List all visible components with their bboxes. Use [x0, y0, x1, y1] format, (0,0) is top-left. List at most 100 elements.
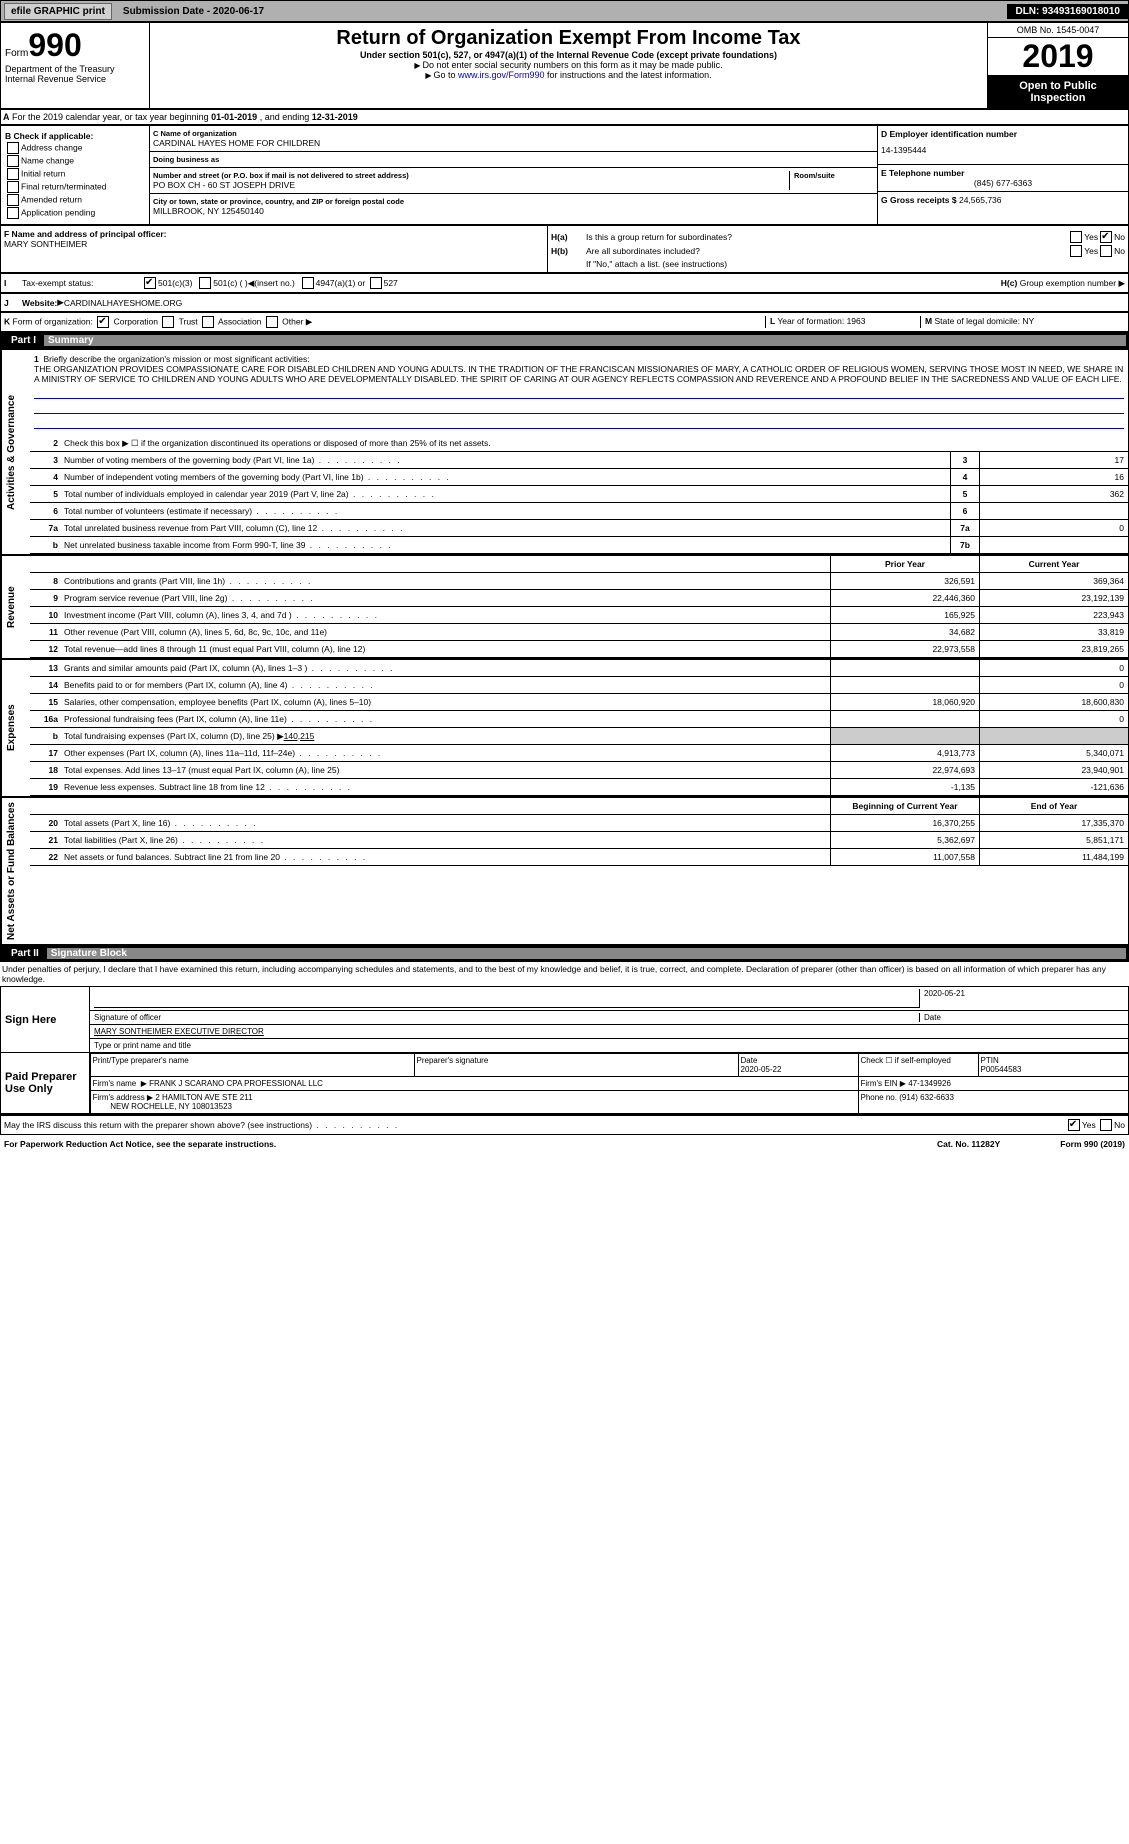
part2-header: Part IISignature Block [0, 945, 1129, 962]
org-name: CARDINAL HAYES HOME FOR CHILDREN [153, 138, 874, 148]
row-f-h: F Name and address of principal officer:… [0, 225, 1129, 273]
hb-yes[interactable] [1070, 245, 1082, 257]
submission-date-label: Submission Date - 2020-06-17 [123, 6, 264, 17]
l20-cy: 17,335,370 [979, 815, 1128, 831]
discuss-no[interactable] [1100, 1119, 1112, 1131]
l21-cy: 5,851,171 [979, 832, 1128, 848]
l22-py: 11,007,558 [830, 849, 979, 865]
cb-501c3[interactable] [144, 277, 156, 289]
line5-val: 362 [979, 486, 1128, 502]
col-b: B Check if applicable: Address change Na… [1, 126, 150, 224]
cb-other[interactable] [266, 316, 278, 328]
l19-cy: -121,636 [979, 779, 1128, 795]
officer-printed: MARY SONTHEIMER EXECUTIVE DIRECTOR [94, 1027, 264, 1036]
firm-name: FRANK J SCARANO CPA PROFESSIONAL LLC [149, 1079, 323, 1088]
summary-expenses: Expenses 13Grants and similar amounts pa… [0, 659, 1129, 797]
signature-block: Sign Here 2020-05-21 Signature of office… [0, 986, 1129, 1115]
l16a-py [830, 711, 979, 727]
vert-exp: Expenses [1, 660, 30, 796]
hb-no[interactable] [1100, 245, 1112, 257]
line7b-val [979, 537, 1128, 553]
l14-cy: 0 [979, 677, 1128, 693]
ssn-note: Do not enter social security numbers on … [154, 60, 983, 70]
cb-pending[interactable] [7, 207, 19, 219]
vert-ag: Activities & Governance [1, 350, 30, 554]
cb-assoc[interactable] [202, 316, 214, 328]
ptin: P00544583 [981, 1065, 1022, 1074]
sig-date: 2020-05-21 [919, 989, 1124, 1008]
l8-cy: 369,364 [979, 573, 1128, 589]
cb-corp[interactable] [97, 316, 109, 328]
l16b-val: 140,215 [284, 731, 315, 741]
l12-cy: 23,819,265 [979, 641, 1128, 657]
omb-number: OMB No. 1545-0047 [988, 23, 1128, 38]
cb-501c[interactable] [199, 277, 211, 289]
form-number: 990 [28, 27, 81, 63]
discuss-row: May the IRS discuss this return with the… [0, 1115, 1129, 1135]
form-header: Form990 Department of the Treasury Inter… [0, 22, 1129, 109]
ha-yes[interactable] [1070, 231, 1082, 243]
l10-cy: 223,943 [979, 607, 1128, 623]
l16a-cy: 0 [979, 711, 1128, 727]
vert-na: Net Assets or Fund Balances [1, 798, 30, 944]
efile-print-button[interactable]: efile GRAPHIC print [4, 3, 112, 20]
discuss-yes[interactable] [1068, 1119, 1080, 1131]
l20-py: 16,370,255 [830, 815, 979, 831]
city-state-zip: MILLBROOK, NY 125450140 [153, 206, 874, 216]
officer-name: MARY SONTHEIMER [4, 239, 544, 249]
l11-cy: 33,819 [979, 624, 1128, 640]
l9-py: 22,446,360 [830, 590, 979, 606]
l19-py: -1,135 [830, 779, 979, 795]
cb-initial[interactable] [7, 168, 19, 180]
cb-name[interactable] [7, 155, 19, 167]
l13-cy: 0 [979, 660, 1128, 676]
row-k: K Form of organization: Corporation Trus… [0, 312, 1129, 332]
ha-no[interactable] [1100, 231, 1112, 243]
cb-address[interactable] [7, 142, 19, 154]
cb-527[interactable] [370, 277, 382, 289]
street: PO BOX CH - 60 ST JOSEPH DRIVE [153, 180, 789, 190]
form-title: Return of Organization Exempt From Incom… [154, 27, 983, 50]
l11-py: 34,682 [830, 624, 979, 640]
l12-py: 22,973,558 [830, 641, 979, 657]
sign-here-label: Sign Here [1, 987, 89, 1052]
section-b-g: B Check if applicable: Address change Na… [0, 125, 1129, 225]
page-footer: For Paperwork Reduction Act Notice, see … [0, 1135, 1129, 1153]
row-i: I Tax-exempt status: 501(c)(3) 501(c) ( … [0, 273, 1129, 293]
phone: (845) 677-6363 [881, 178, 1125, 188]
l18-cy: 23,940,901 [979, 762, 1128, 778]
col-c: C Name of organizationCARDINAL HAYES HOM… [150, 126, 877, 224]
goto-note: Go to www.irs.gov/Form990 for instructio… [154, 70, 983, 80]
l10-py: 165,925 [830, 607, 979, 623]
vert-rev: Revenue [1, 556, 30, 658]
l22-cy: 11,484,199 [979, 849, 1128, 865]
part1-header: Part ISummary [0, 332, 1129, 349]
l15-cy: 18,600,830 [979, 694, 1128, 710]
form-label: Form [5, 48, 28, 59]
cb-final[interactable] [7, 181, 19, 193]
open-inspection: Open to Public Inspection [988, 76, 1128, 108]
form-subtitle: Under section 501(c), 527, or 4947(a)(1)… [154, 50, 983, 60]
l9-cy: 23,192,139 [979, 590, 1128, 606]
l14-py [830, 677, 979, 693]
line6-val [979, 503, 1128, 519]
ein: 14-1395444 [881, 139, 1125, 161]
firm-addr2: NEW ROCHELLE, NY 108013523 [110, 1102, 232, 1111]
col-d-g: D Employer identification number14-13954… [877, 126, 1128, 224]
perjury-text: Under penalties of perjury, I declare th… [0, 962, 1129, 986]
cb-amended[interactable] [7, 194, 19, 206]
tax-year: 2019 [988, 38, 1128, 76]
mission-text: THE ORGANIZATION PROVIDES COMPASSIONATE … [34, 364, 1123, 384]
irs-label: Internal Revenue Service [5, 74, 145, 84]
dln: DLN: 93493169018010 [1007, 4, 1128, 19]
l17-py: 4,913,773 [830, 745, 979, 761]
l13-py [830, 660, 979, 676]
l17-cy: 5,340,071 [979, 745, 1128, 761]
irs-link[interactable]: www.irs.gov/Form990 [458, 70, 545, 80]
cb-4947[interactable] [302, 277, 314, 289]
l21-py: 5,362,697 [830, 832, 979, 848]
prep-date: 2020-05-22 [741, 1065, 782, 1074]
top-bar: efile GRAPHIC print Submission Date - 20… [0, 0, 1129, 22]
dept-label: Department of the Treasury [5, 64, 145, 74]
cb-trust[interactable] [162, 316, 174, 328]
